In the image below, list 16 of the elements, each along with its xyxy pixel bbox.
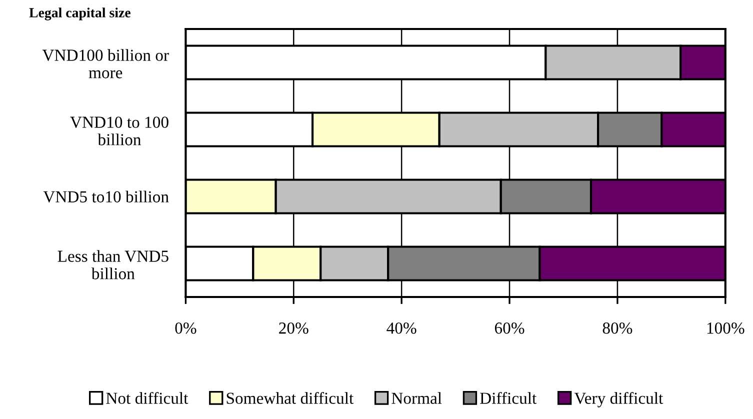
legend-label: Difficult (480, 392, 537, 404)
y-tick-label: Less than VND5 billion (58, 250, 168, 280)
x-tick-label: 80% (602, 322, 632, 334)
legend-label: Not difficult (106, 392, 188, 404)
y-tick-label: VND5 to10 billion (43, 190, 169, 203)
x-tick-label: 100% (707, 322, 744, 334)
y-axis-title: Legal capital size (29, 8, 130, 20)
x-tick-label: 20% (279, 322, 308, 334)
y-tick-label: VND10 to 100 billion (70, 116, 168, 146)
legend-label: Somewhat difficult (226, 392, 354, 404)
x-tick-label: 60% (494, 322, 524, 334)
y-tick-label: VND100 billion or more (42, 49, 169, 78)
x-tick-label: 40% (386, 322, 416, 334)
x-tick-label: 0% (175, 322, 196, 334)
legend-label: Very difficult (574, 392, 664, 408)
legend-label: Normal (392, 392, 442, 404)
